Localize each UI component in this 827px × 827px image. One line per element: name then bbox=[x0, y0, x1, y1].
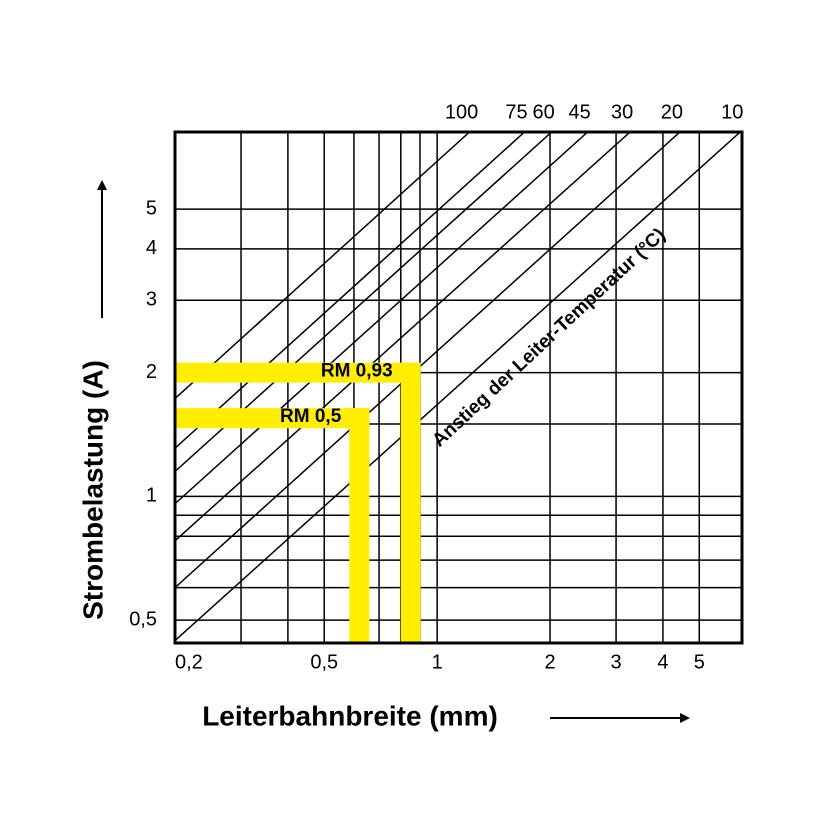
line-label: 45 bbox=[569, 101, 591, 123]
x-tick-label: 3 bbox=[611, 651, 622, 673]
temperature-line bbox=[175, 132, 741, 642]
y-tick-label: 2 bbox=[146, 361, 157, 383]
highlight-horizontal bbox=[175, 408, 370, 429]
highlight-label: RM 0,5 bbox=[280, 406, 342, 427]
y-tick-label: 3 bbox=[146, 289, 157, 311]
y-tick-label: 1 bbox=[146, 485, 157, 507]
line-label: 30 bbox=[611, 101, 633, 123]
highlight-horizontal bbox=[175, 362, 421, 383]
temperature-line bbox=[175, 132, 681, 589]
temperature-line bbox=[175, 132, 589, 505]
x-tick-label: 5 bbox=[694, 651, 705, 673]
highlight-vertical bbox=[349, 408, 370, 643]
annotation: Anstieg der Leiter-Temperatur (°C) bbox=[429, 224, 670, 451]
line-label: 60 bbox=[533, 101, 555, 123]
x-tick-label: 2 bbox=[544, 651, 555, 673]
line-label: 75 bbox=[505, 101, 527, 123]
x-axis-title: Leiterbahnbreite (mm) bbox=[202, 700, 498, 731]
y-tick-label: 0,5 bbox=[129, 608, 157, 630]
y-arrow-head bbox=[97, 180, 107, 190]
highlight-vertical bbox=[400, 362, 421, 643]
x-arrow-head bbox=[680, 713, 690, 723]
line-label: 20 bbox=[661, 101, 683, 123]
line-label: 10 bbox=[721, 101, 743, 123]
y-axis-title: Strombelastung (A) bbox=[77, 360, 108, 620]
x-tick-label: 4 bbox=[657, 651, 668, 673]
x-tick-label: 1 bbox=[432, 651, 443, 673]
x-tick-label: 0,5 bbox=[310, 651, 338, 673]
temperature-line bbox=[175, 132, 631, 542]
plot-frame bbox=[173, 130, 744, 645]
highlight-label: RM 0,93 bbox=[321, 361, 393, 382]
line-label: 100 bbox=[445, 101, 478, 123]
y-tick-label: 4 bbox=[146, 237, 157, 259]
x-tick-label: 0,2 bbox=[175, 651, 203, 673]
y-tick-label: 5 bbox=[146, 197, 157, 219]
temperature-line bbox=[175, 132, 471, 400]
temperature-line bbox=[175, 132, 526, 449]
